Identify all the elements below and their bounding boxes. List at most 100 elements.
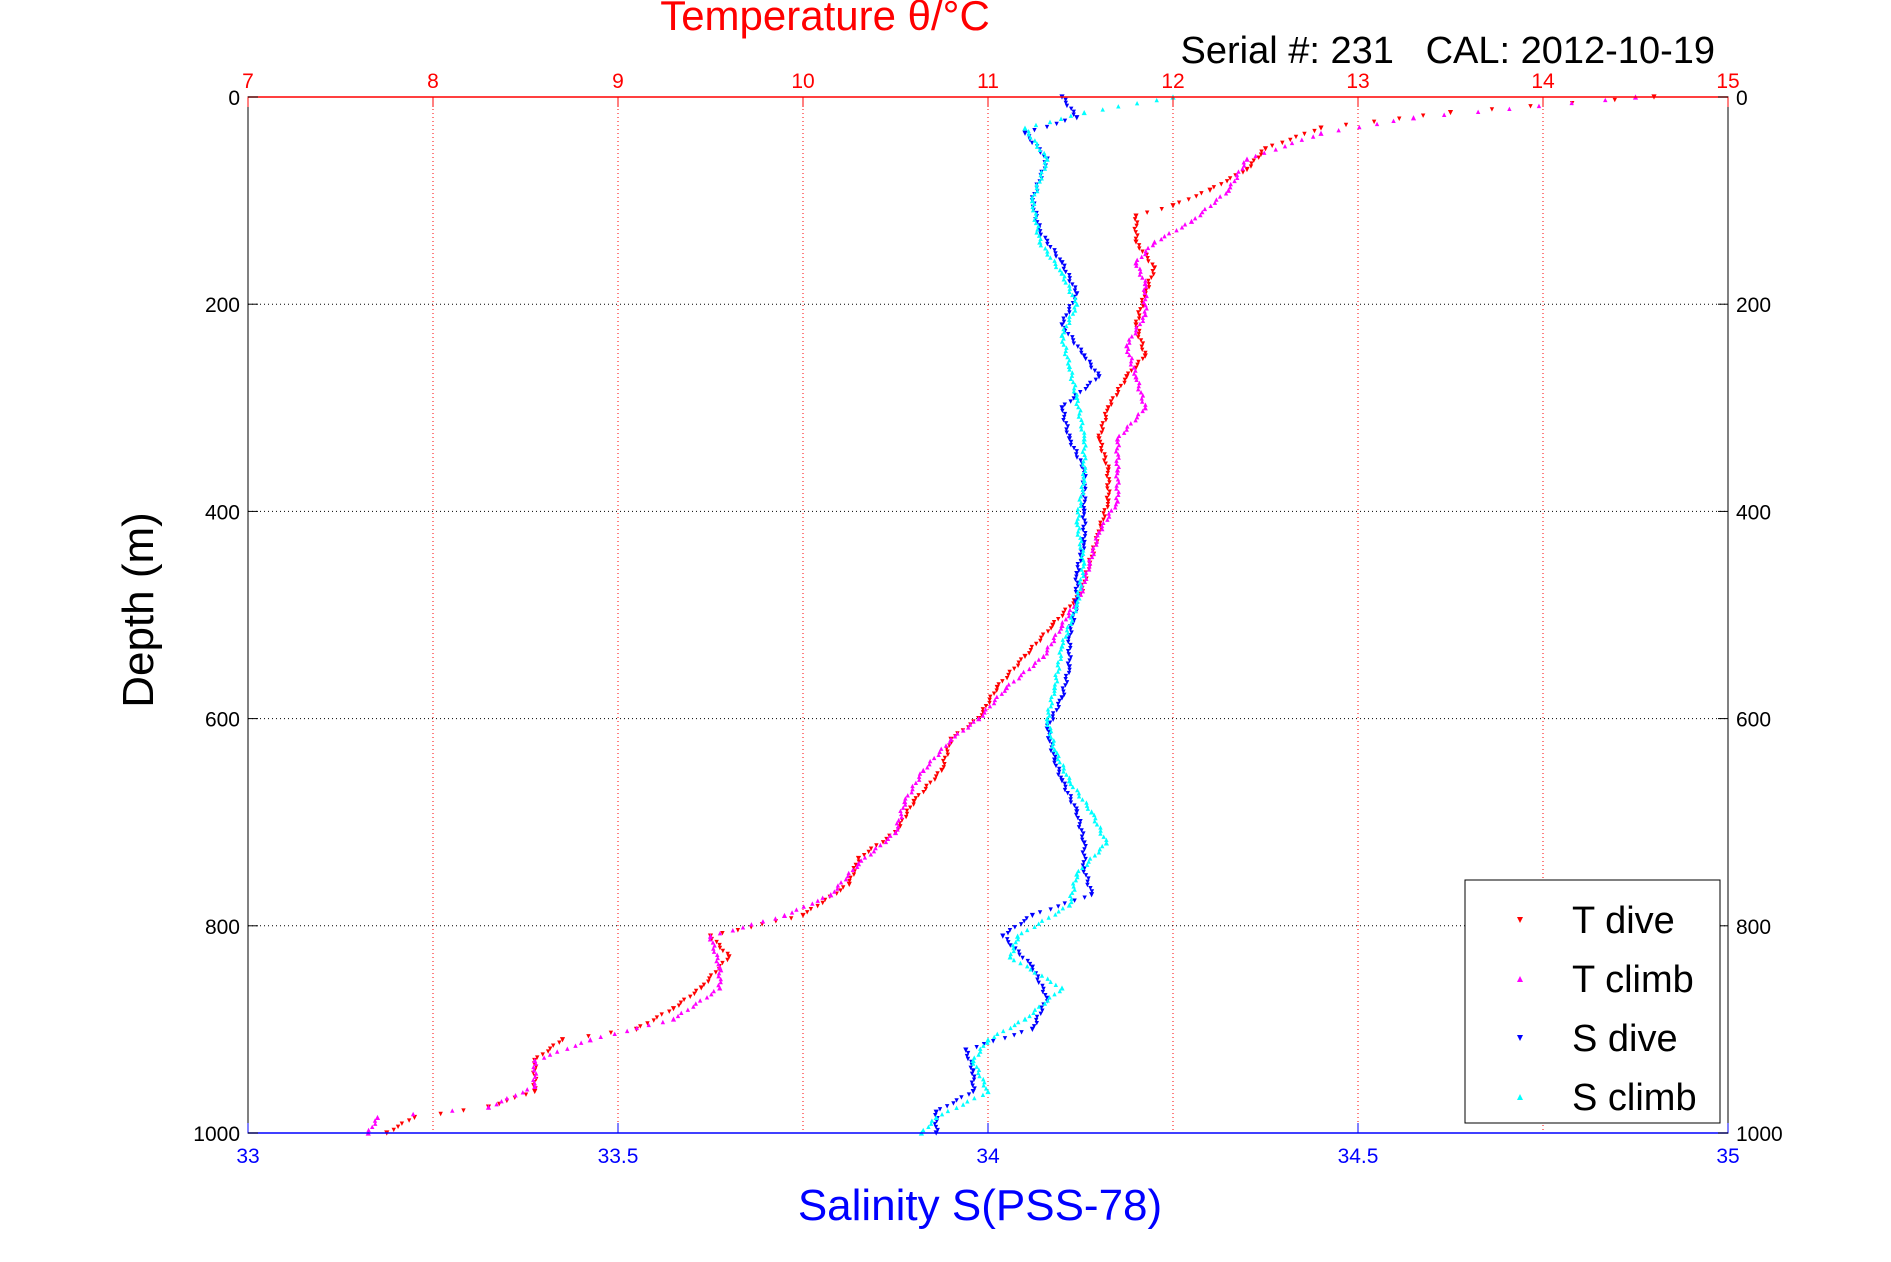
- data-point-interp: [1062, 263, 1067, 269]
- data-point-interp: [1068, 376, 1074, 381]
- data-point-interp: [1091, 545, 1096, 550]
- data-point-interp: [715, 952, 720, 958]
- data-point: [1133, 260, 1139, 266]
- data-point-interp: [903, 814, 909, 820]
- data-point-interp: [916, 793, 921, 798]
- data-point-interp: [1089, 554, 1095, 560]
- top-axis-tick-label: 8: [427, 70, 439, 93]
- data-point-interp: [1104, 473, 1110, 479]
- data-point-interp: [1066, 639, 1071, 645]
- data-point-interp: [1083, 486, 1088, 492]
- data-point-interp: [913, 780, 919, 786]
- data-point-interp: [1083, 856, 1088, 862]
- data-point-interp: [725, 951, 730, 957]
- data-point-interp: [980, 707, 986, 712]
- data-point-interp: [1140, 315, 1145, 320]
- data-point-interp: [1441, 112, 1447, 117]
- chart-title: Temperature θ/°C: [660, 0, 990, 39]
- data-point-interp: [1062, 781, 1067, 787]
- top-axis-tick-label: 7: [242, 70, 254, 93]
- data-point: [1096, 436, 1102, 442]
- data-point-interp: [1133, 319, 1139, 325]
- data-point: [587, 1037, 593, 1043]
- data-point-interp: [1065, 424, 1071, 429]
- data-point-interp: [894, 821, 900, 826]
- data-point-interp: [535, 1055, 540, 1060]
- data-point: [532, 1083, 538, 1089]
- data-point-interp: [714, 939, 719, 945]
- data-point-interp: [899, 814, 904, 820]
- data-point-interp: [947, 740, 952, 745]
- data-point-interp: [788, 916, 794, 921]
- data-point-interp: [1240, 170, 1246, 175]
- data-point-interp: [1071, 884, 1076, 889]
- data-point-interp: [1064, 427, 1069, 432]
- data-point: [970, 1068, 976, 1074]
- data-point-interp: [1053, 754, 1058, 760]
- data-point-interp: [370, 1124, 375, 1129]
- data-point-interp: [1078, 818, 1083, 824]
- data-point-interp: [1096, 850, 1102, 855]
- data-point: [985, 1088, 991, 1095]
- data-point-interp: [1142, 309, 1147, 314]
- data-point-interp: [1057, 267, 1063, 273]
- data-point: [1050, 622, 1056, 628]
- data-point: [1188, 218, 1195, 224]
- data-point-interp: [1104, 495, 1109, 501]
- data-point-interp: [1080, 462, 1086, 467]
- data-point-interp: [1065, 661, 1071, 666]
- data-point-interp: [1078, 503, 1083, 509]
- data-point-interp: [1051, 638, 1057, 644]
- data-point-interp: [1012, 1033, 1017, 1038]
- data-point-interp: [1077, 596, 1082, 601]
- axis-layer: 7 8 9 10 11 12 13 14 15 33 33.5 34 34.5 35 0 0 200 200 400…: [193, 70, 1782, 1168]
- data-point-interp: [1078, 390, 1083, 395]
- data-point-interp: [1082, 468, 1088, 473]
- data-point-interp: [1080, 863, 1086, 868]
- data-point-interp: [1082, 518, 1087, 523]
- data-point-interp: [1063, 607, 1068, 613]
- data-point-interp: [1131, 365, 1137, 370]
- data-point-interp: [1131, 371, 1137, 376]
- data-point-interp: [1038, 635, 1044, 640]
- data-point-interp: [942, 761, 947, 767]
- data-point-interp: [1048, 245, 1053, 250]
- data-point-interp: [1100, 427, 1106, 432]
- data-point-interp: [547, 1052, 553, 1057]
- data-point-interp: [1075, 580, 1080, 586]
- data-point-interp: [1293, 134, 1299, 140]
- data-point-interp: [1128, 421, 1134, 426]
- data-point-interp: [1073, 295, 1078, 301]
- data-point-interp: [1048, 735, 1054, 740]
- data-point-interp: [1049, 641, 1054, 647]
- data-point-interp: [1030, 204, 1035, 210]
- data-point-interp: [1100, 107, 1105, 112]
- data-point-interp: [832, 889, 837, 894]
- data-point-interp: [916, 777, 922, 782]
- data-point-interp: [1235, 175, 1240, 181]
- data-point-interp: [1114, 461, 1119, 466]
- data-point-interp: [1124, 427, 1129, 432]
- data-point-interp: [1056, 904, 1061, 909]
- data-point-interp: [1031, 663, 1036, 668]
- data-point-interp: [873, 845, 878, 851]
- data-point-interp: [1061, 689, 1066, 694]
- data-point-interp: [1053, 912, 1058, 917]
- data-point-interp: [1026, 132, 1031, 137]
- data-point-interp: [1069, 890, 1075, 895]
- data-point-interp: [1085, 383, 1090, 389]
- data-point-interp: [1083, 496, 1088, 501]
- data-point-interp: [1002, 1036, 1008, 1041]
- data-point-interp: [1083, 843, 1088, 849]
- data-point-interp: [1045, 241, 1050, 247]
- data-point-interp: [1073, 599, 1078, 604]
- data-point: [1105, 467, 1111, 473]
- data-point-interp: [1134, 377, 1139, 383]
- data-point-interp: [1067, 357, 1072, 363]
- data-point-interp: [1118, 383, 1124, 389]
- data-point-interp: [1057, 759, 1062, 765]
- data-point-interp: [1064, 313, 1069, 318]
- left-axis-tick-label: 600: [205, 709, 240, 732]
- data-point-interp: [707, 937, 713, 942]
- data-point: [1124, 374, 1130, 380]
